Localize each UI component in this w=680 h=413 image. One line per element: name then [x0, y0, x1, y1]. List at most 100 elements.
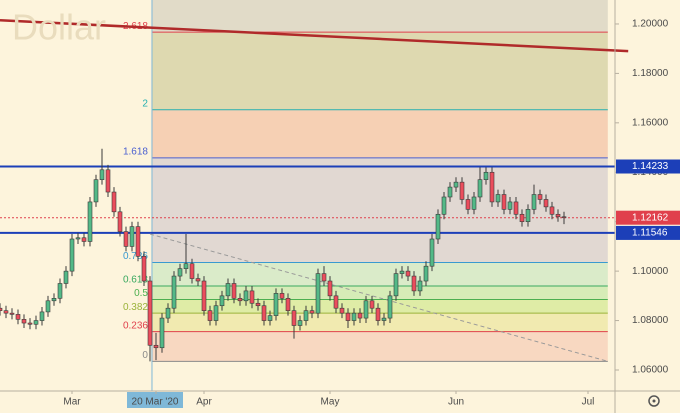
- candle-body: [489, 171, 495, 203]
- candle-body: [471, 196, 477, 210]
- candle-body: [363, 300, 369, 319]
- x-tick-label: Mar: [63, 397, 81, 408]
- candle-body: [57, 283, 63, 299]
- x-tick-label: Apr: [196, 397, 212, 408]
- trend-line: [149, 233, 608, 362]
- watermark: Dollar: [12, 7, 106, 48]
- fib-band: [151, 262, 608, 286]
- candle-body: [21, 319, 27, 324]
- fib-label: 0.382: [123, 302, 148, 313]
- x-tick-label: 20 Mar '20: [132, 397, 179, 408]
- candle-body: [75, 237, 81, 240]
- candle-body: [549, 206, 555, 215]
- candle-body: [201, 280, 207, 311]
- candle-body: [237, 298, 243, 302]
- gear-center[interactable]: [652, 399, 656, 403]
- candle-body: [333, 295, 339, 309]
- candle-body: [267, 315, 273, 321]
- candle-body: [543, 199, 549, 208]
- settings-icon[interactable]: [648, 395, 660, 407]
- candle-body: [231, 283, 237, 299]
- candle-body: [501, 194, 507, 210]
- fib-label: 0.236: [123, 320, 148, 331]
- candle-body: [117, 211, 123, 232]
- candle-body: [357, 312, 363, 319]
- candle-body: [213, 305, 219, 321]
- candle-body: [255, 302, 261, 307]
- candle-body: [441, 196, 447, 215]
- candle-body: [153, 344, 159, 349]
- fib-band: [151, 0, 608, 33]
- candle-body: [507, 201, 513, 210]
- x-tick-label: May: [321, 397, 340, 408]
- price-label: 1.12162: [632, 212, 669, 223]
- candle-body: [87, 201, 93, 242]
- fib-label: 1.618: [123, 147, 148, 158]
- candle-body: [273, 293, 279, 316]
- candle-body: [105, 169, 111, 193]
- candle-body: [375, 307, 381, 321]
- y-tick-label: 1.10000: [632, 266, 669, 277]
- candle-body: [483, 171, 489, 180]
- candle-body: [447, 186, 453, 198]
- y-tick-label: 1.08000: [632, 315, 669, 326]
- fib-band: [151, 331, 608, 362]
- candle-body: [27, 322, 33, 325]
- candle-body: [291, 310, 297, 326]
- candle-body: [171, 275, 177, 309]
- candle-body: [435, 213, 441, 240]
- candle-body: [69, 238, 75, 272]
- candle-body: [405, 270, 411, 277]
- candle-body: [495, 194, 501, 203]
- candle-body: [195, 278, 201, 282]
- candle-body: [15, 314, 21, 320]
- candle-body: [537, 194, 543, 200]
- candle-body: [453, 181, 459, 188]
- candle-body: [219, 295, 225, 307]
- candle-body: [99, 169, 105, 180]
- candle-body: [417, 280, 423, 292]
- fib-label: 2: [142, 98, 148, 109]
- candle-body: [531, 194, 537, 210]
- candle-body: [387, 295, 393, 319]
- price-label: 1.11546: [632, 228, 668, 239]
- candle-body: [159, 317, 165, 349]
- candle-body: [81, 237, 87, 242]
- candle-body: [429, 238, 435, 267]
- candle-body: [183, 263, 189, 269]
- candle-body: [279, 293, 285, 299]
- candle-body: [141, 256, 147, 282]
- fib-band: [151, 109, 608, 158]
- candle-body: [381, 317, 387, 321]
- fib-label: 0.618: [123, 275, 148, 286]
- candle-body: [393, 273, 399, 297]
- candle-body: [309, 310, 315, 314]
- candle-body: [165, 307, 171, 319]
- candle-body: [123, 231, 129, 247]
- candle-body: [243, 290, 249, 302]
- candle-body: [249, 290, 255, 304]
- price-label-box: [616, 225, 680, 240]
- candle-body: [225, 283, 231, 297]
- crosshair-label-box: [127, 392, 183, 408]
- candle-body: [339, 307, 345, 314]
- trend-line: [0, 19, 629, 53]
- candle-body: [207, 310, 213, 321]
- price-label-box: [616, 210, 680, 225]
- fib-band: [151, 157, 608, 263]
- candle-body: [525, 209, 531, 222]
- y-tick-label: 1.18000: [632, 68, 669, 79]
- candle-body: [9, 312, 15, 315]
- candle-body: [285, 298, 291, 311]
- candle-body: [327, 280, 333, 297]
- gear[interactable]: [648, 395, 660, 407]
- candle-body: [423, 265, 429, 282]
- x-tick-label: Jul: [582, 397, 595, 408]
- y-tick-label: 1.06000: [632, 365, 669, 376]
- candle-body: [39, 311, 45, 321]
- candle-body: [129, 226, 135, 247]
- candle-body: [459, 181, 465, 200]
- candle-body: [555, 213, 561, 218]
